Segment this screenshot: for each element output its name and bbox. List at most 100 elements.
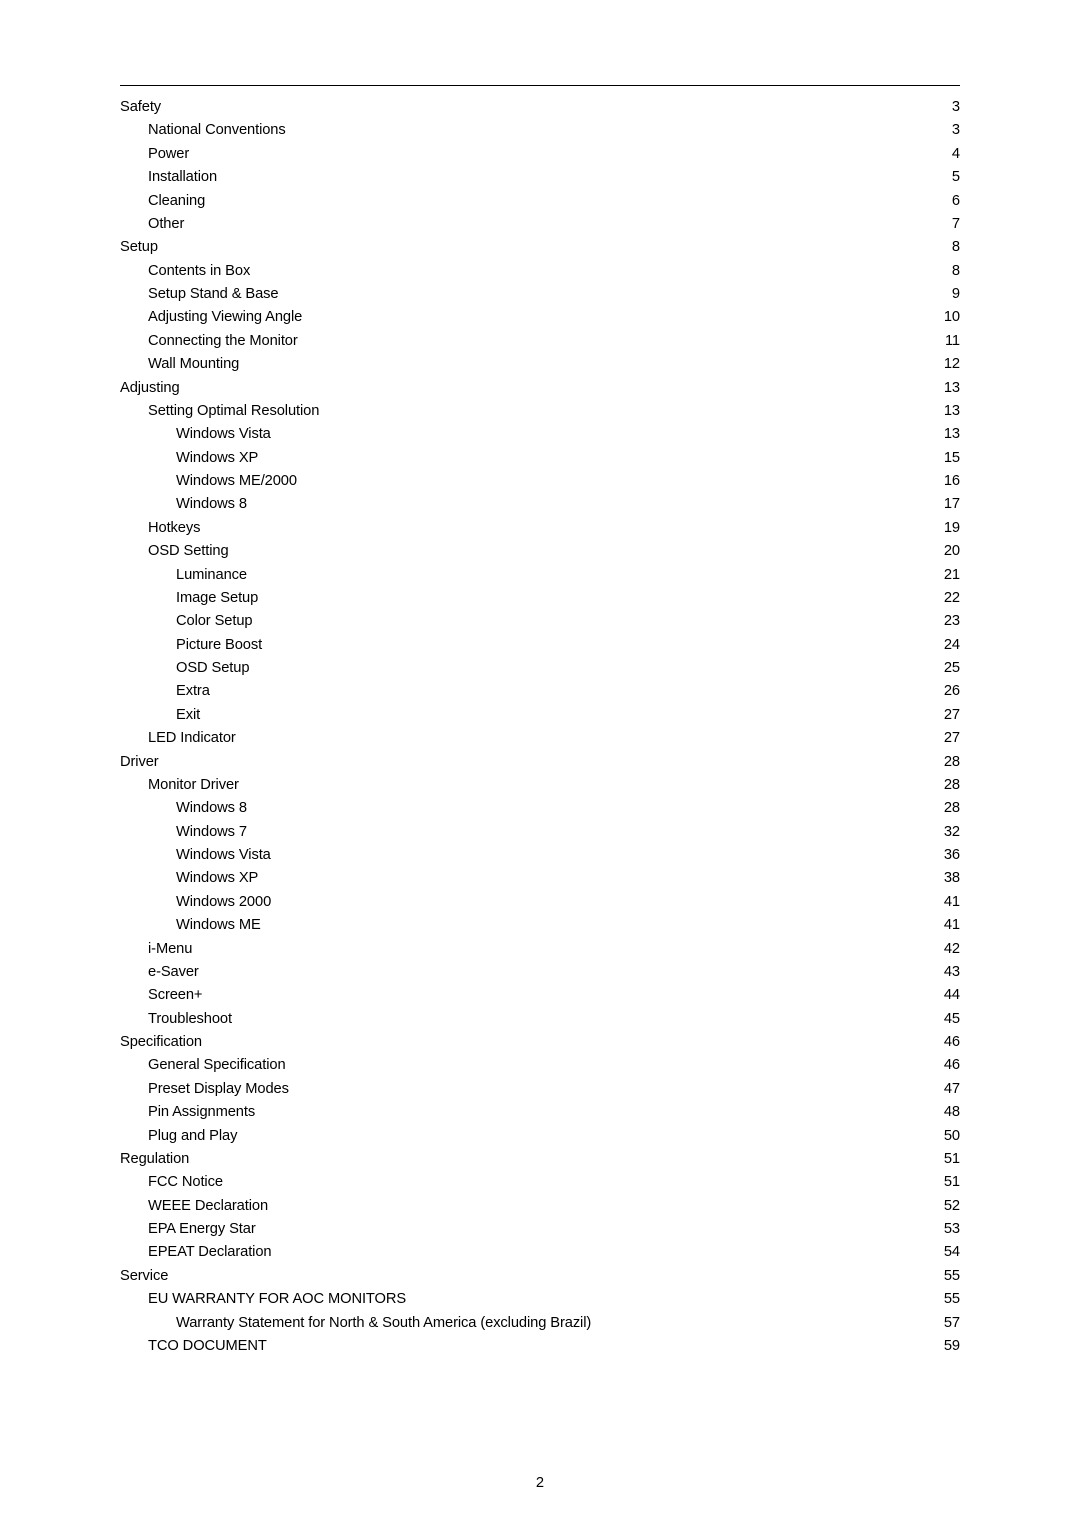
toc-title: Adjusting Viewing Angle	[120, 306, 302, 329]
toc-title: Contents in Box	[120, 260, 250, 283]
toc-title: Windows XP	[120, 447, 258, 470]
toc-page-number: 41	[944, 891, 960, 914]
toc-entry: Installation 5	[120, 166, 960, 189]
toc-page-number: 46	[944, 1054, 960, 1077]
toc-title: Driver	[120, 751, 159, 774]
toc-title: Plug and Play	[120, 1125, 237, 1148]
toc-title: Safety	[120, 96, 161, 119]
toc-page-number: 10	[944, 306, 960, 329]
toc-page-number: 6	[952, 190, 960, 213]
toc-entry: Windows ME/200016	[120, 470, 960, 493]
toc-title: Setup	[120, 236, 158, 259]
toc-page-number: 28	[944, 774, 960, 797]
toc-page-number: 55	[944, 1265, 960, 1288]
toc-entry: Color Setup 23	[120, 610, 960, 633]
toc-title: WEEE Declaration	[120, 1195, 268, 1218]
toc-page-number: 51	[944, 1148, 960, 1171]
toc-page-number: 21	[944, 564, 960, 587]
toc-title: Image Setup	[120, 587, 258, 610]
toc-title: Service	[120, 1265, 168, 1288]
toc-page-number: 47	[944, 1078, 960, 1101]
toc-page-number: 23	[944, 610, 960, 633]
toc-entry: Warranty Statement for North & South Ame…	[120, 1312, 960, 1335]
toc-entry: Image Setup 22	[120, 587, 960, 610]
toc-title: Screen+	[120, 984, 202, 1007]
toc-page-number: 8	[952, 236, 960, 259]
toc-title: Setting Optimal Resolution	[120, 400, 319, 423]
toc-entry: FCC Notice51	[120, 1171, 960, 1194]
toc-entry: OSD Setting20	[120, 540, 960, 563]
toc-title: Extra	[120, 680, 210, 703]
toc-entry: Plug and Play 50	[120, 1125, 960, 1148]
toc-entry: e-Saver43	[120, 961, 960, 984]
toc-entry: OSD Setup 25	[120, 657, 960, 680]
toc-entry: Windows XP38	[120, 867, 960, 890]
toc-title: Setup Stand & Base	[120, 283, 278, 306]
toc-title: Hotkeys	[120, 517, 200, 540]
toc-title: Warranty Statement for North & South Ame…	[120, 1312, 591, 1335]
toc-page-number: 27	[944, 704, 960, 727]
toc-page-number: 22	[944, 587, 960, 610]
toc-page-number: 3	[952, 96, 960, 119]
toc-page-number: 11	[945, 330, 960, 353]
toc-entry: Service 55	[120, 1265, 960, 1288]
toc-title: TCO DOCUMENT	[120, 1335, 267, 1358]
toc-title: e-Saver	[120, 961, 199, 984]
page: Safety3National Conventions3Power4Instal…	[0, 0, 1080, 1527]
toc-page-number: 50	[944, 1125, 960, 1148]
toc-entry: LED Indicator27	[120, 727, 960, 750]
toc-page-number: 16	[944, 470, 960, 493]
toc-title: OSD Setup	[120, 657, 249, 680]
toc-entry: Contents in Box 8	[120, 260, 960, 283]
toc-entry: Screen+ 44	[120, 984, 960, 1007]
toc-page-number: 44	[944, 984, 960, 1007]
toc-entry: Windows ME41	[120, 914, 960, 937]
toc-page-number: 7	[952, 213, 960, 236]
toc-page-number: 54	[944, 1241, 960, 1264]
toc-entry: National Conventions3	[120, 119, 960, 142]
toc-entry: Setup 8	[120, 236, 960, 259]
toc-entry: Connecting the Monitor11	[120, 330, 960, 353]
toc-page-number: 13	[944, 400, 960, 423]
toc-entry: Windows 732	[120, 821, 960, 844]
toc-title: Windows 8	[120, 797, 247, 820]
toc-title: Windows 8	[120, 493, 247, 516]
toc-page-number: 51	[944, 1171, 960, 1194]
toc-title: Installation	[120, 166, 217, 189]
toc-page-number: 8	[952, 260, 960, 283]
toc-page-number: 36	[944, 844, 960, 867]
toc-title: Monitor Driver	[120, 774, 239, 797]
toc-entry: Hotkeys 19	[120, 517, 960, 540]
toc-entry: EPA Energy Star53	[120, 1218, 960, 1241]
toc-page-number: 4	[952, 143, 960, 166]
toc-page-number: 17	[944, 493, 960, 516]
toc-title: Windows Vista	[120, 423, 271, 446]
toc-page-number: 19	[944, 517, 960, 540]
toc-page-number: 9	[952, 283, 960, 306]
toc-title: Pin Assignments	[120, 1101, 255, 1124]
toc-page-number: 5	[952, 166, 960, 189]
toc-entry: TCO DOCUMENT59	[120, 1335, 960, 1358]
toc-page-number: 52	[944, 1195, 960, 1218]
toc-page-number: 53	[944, 1218, 960, 1241]
toc-page-number: 13	[944, 377, 960, 400]
toc-entry: EU WARRANTY FOR AOC MONITORS55	[120, 1288, 960, 1311]
toc-entry: Troubleshoot45	[120, 1008, 960, 1031]
toc-title: Windows 7	[120, 821, 247, 844]
toc-title: National Conventions	[120, 119, 286, 142]
toc-entry: Adjusting 13	[120, 377, 960, 400]
toc-entry: Picture Boost24	[120, 634, 960, 657]
toc-entry: WEEE Declaration 52	[120, 1195, 960, 1218]
toc-page-number: 41	[944, 914, 960, 937]
toc-title: Color Setup	[120, 610, 252, 633]
toc-title: i-Menu	[120, 938, 192, 961]
toc-page-number: 25	[944, 657, 960, 680]
toc-title: Adjusting	[120, 377, 180, 400]
toc-entry: Other7	[120, 213, 960, 236]
toc-page-number: 24	[944, 634, 960, 657]
toc-entry: Pin Assignments48	[120, 1101, 960, 1124]
toc-page-number: 55	[944, 1288, 960, 1311]
toc-entry: Luminance21	[120, 564, 960, 587]
toc-title: Power	[120, 143, 189, 166]
toc-title: Troubleshoot	[120, 1008, 232, 1031]
